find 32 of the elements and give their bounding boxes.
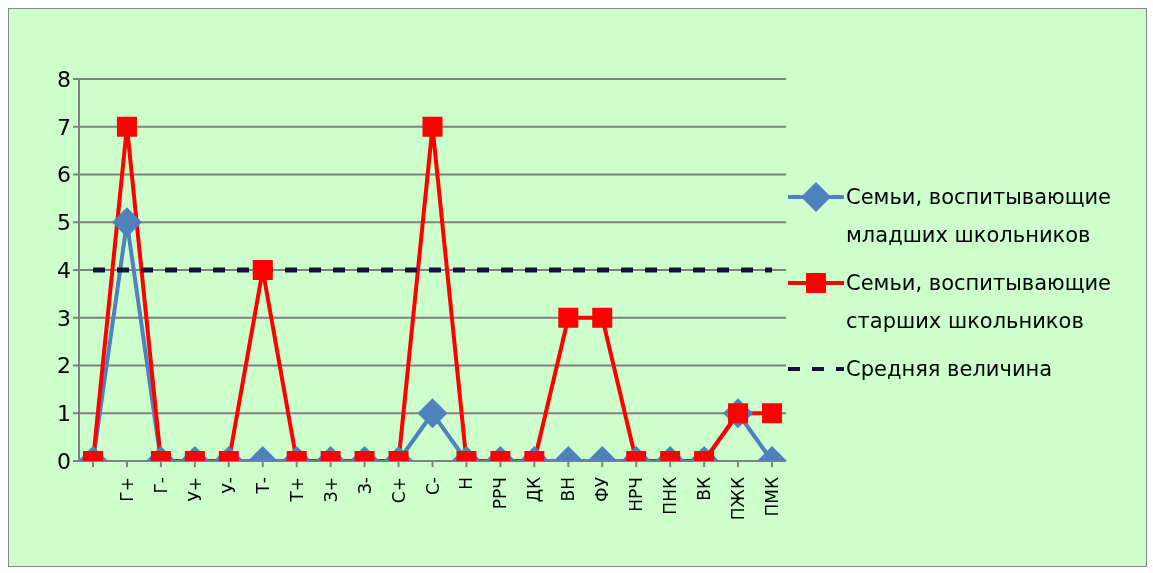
y-tick-label: 0	[57, 448, 71, 474]
y-tick-label: 7	[57, 114, 71, 140]
x-tick-label: Н	[456, 477, 477, 490]
y-tick-label: 5	[57, 210, 71, 236]
x-tick-label: У-	[218, 477, 239, 494]
x-tick-label: Г+	[116, 477, 137, 502]
y-tick-label: 8	[57, 66, 71, 92]
x-tick-label: Т-	[252, 477, 273, 495]
x-tick-label: РРЧ	[490, 477, 511, 510]
x-tick-label: НРЧ	[626, 477, 647, 512]
x-tick-label: Т+	[286, 477, 307, 503]
y-tick-label: 1	[57, 401, 71, 427]
x-tick-label: ФУ	[592, 476, 613, 502]
legend-label: Средняя величина	[846, 355, 1053, 383]
legend-label: Семьи, воспитывающие старших школьников	[846, 269, 1113, 335]
legend-label: Семьи, воспитывающие младших школьников	[846, 183, 1113, 249]
x-tick-label: З+	[320, 477, 341, 503]
y-tick-label: 2	[57, 353, 71, 379]
y-tick-label: 3	[57, 305, 71, 331]
x-tick-label: Г-	[150, 477, 171, 494]
y-tick-label: 6	[57, 162, 71, 188]
x-tick-label: ВК	[694, 477, 715, 501]
x-tick-label: ПМК	[762, 477, 782, 517]
y-tick-label: 4	[57, 257, 71, 283]
x-tick-label: С-	[422, 477, 443, 496]
x-tick-label: ВН	[558, 477, 579, 502]
x-tick-label: ПНК	[660, 477, 681, 515]
x-tick-label: С+	[388, 477, 409, 504]
x-tick-label: У+	[184, 477, 205, 502]
x-tick-label: З-	[354, 477, 375, 495]
x-tick-label: ДК	[524, 477, 545, 503]
x-tick-label: ПЖК	[728, 477, 749, 521]
